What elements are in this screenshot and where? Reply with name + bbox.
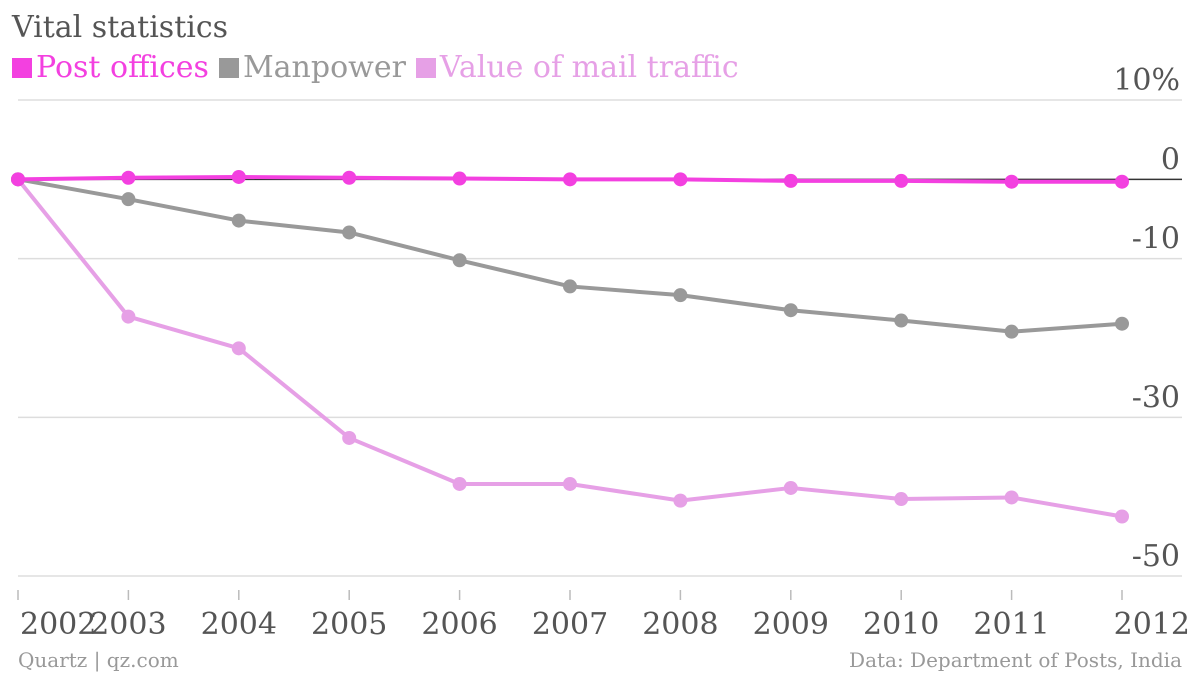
legend-item-mail-traffic: Value of mail traffic [415, 50, 739, 85]
series-2-point [121, 309, 136, 324]
series-0-point [121, 170, 136, 185]
series-2-point [231, 341, 246, 356]
y-tick-label: 0 [1161, 142, 1180, 177]
series-2-point [894, 492, 909, 507]
x-tick-label: 2004 [201, 607, 277, 642]
x-tick-label: 2010 [863, 607, 939, 642]
series-1-point [452, 253, 467, 268]
series-1-point [231, 213, 246, 228]
data-source: Data: Department of Posts, India [849, 648, 1182, 672]
x-tick-label: 2012 [1114, 607, 1190, 642]
series-2-point [342, 430, 357, 445]
series-0-point [452, 171, 467, 186]
x-tick-label: 2005 [311, 607, 387, 642]
source-credit: Quartz | qz.com [18, 648, 179, 672]
series-1-point [1115, 316, 1129, 331]
series-0-point [11, 172, 25, 187]
chart-title: Vital statistics [12, 10, 229, 45]
series-2-point [452, 476, 467, 491]
x-tick-label: 2009 [753, 607, 829, 642]
series-0-point [563, 172, 577, 187]
x-tick-label: 2011 [973, 607, 1049, 642]
series-1-point [342, 225, 357, 240]
series-line-1 [16, 177, 1124, 334]
series-1-point [563, 279, 577, 294]
series-1-point [783, 303, 798, 318]
x-tick-label: 2002 [20, 607, 96, 642]
legend-item-post-offices: Post offices [12, 50, 209, 85]
series-0-point [1115, 174, 1129, 189]
series-0-point [894, 173, 909, 188]
series-0-point [231, 169, 246, 184]
series-0-point [342, 170, 357, 185]
y-tick-label: -50 [1132, 539, 1180, 574]
manpower-swatch [218, 57, 239, 78]
x-tick-label: 2008 [642, 607, 718, 642]
legend-label-manpower: Manpower [242, 50, 406, 85]
y-tick-label: 10% [1113, 63, 1180, 98]
series-0-point [1004, 174, 1019, 189]
series-2-point [563, 476, 577, 491]
y-tick-label: -30 [1132, 380, 1180, 415]
series-1-point [1004, 324, 1019, 339]
post-offices-swatch [12, 57, 32, 78]
legend: Post offices Manpower Value of mail traf… [12, 50, 739, 85]
series-1-point [894, 313, 909, 328]
series-1-point [673, 288, 688, 303]
x-tick-label: 2003 [90, 607, 166, 642]
x-tick-label: 2007 [532, 607, 608, 642]
series-2-point [1004, 490, 1019, 505]
legend-label-post-offices: Post offices [36, 50, 209, 85]
y-tick-label: -10 [1132, 222, 1180, 257]
legend-label-mail-traffic: Value of mail traffic [439, 50, 739, 85]
series-2-point [1115, 509, 1129, 524]
mail-traffic-swatch [415, 57, 436, 78]
series-0-point [673, 172, 688, 187]
series-2-point [673, 493, 688, 508]
legend-item-manpower: Manpower [218, 50, 406, 85]
series-0-point [783, 173, 798, 188]
series-1-point [121, 192, 136, 207]
x-tick-label: 2006 [421, 607, 497, 642]
series-line-2 [16, 177, 1124, 519]
series-2-point [783, 480, 798, 495]
